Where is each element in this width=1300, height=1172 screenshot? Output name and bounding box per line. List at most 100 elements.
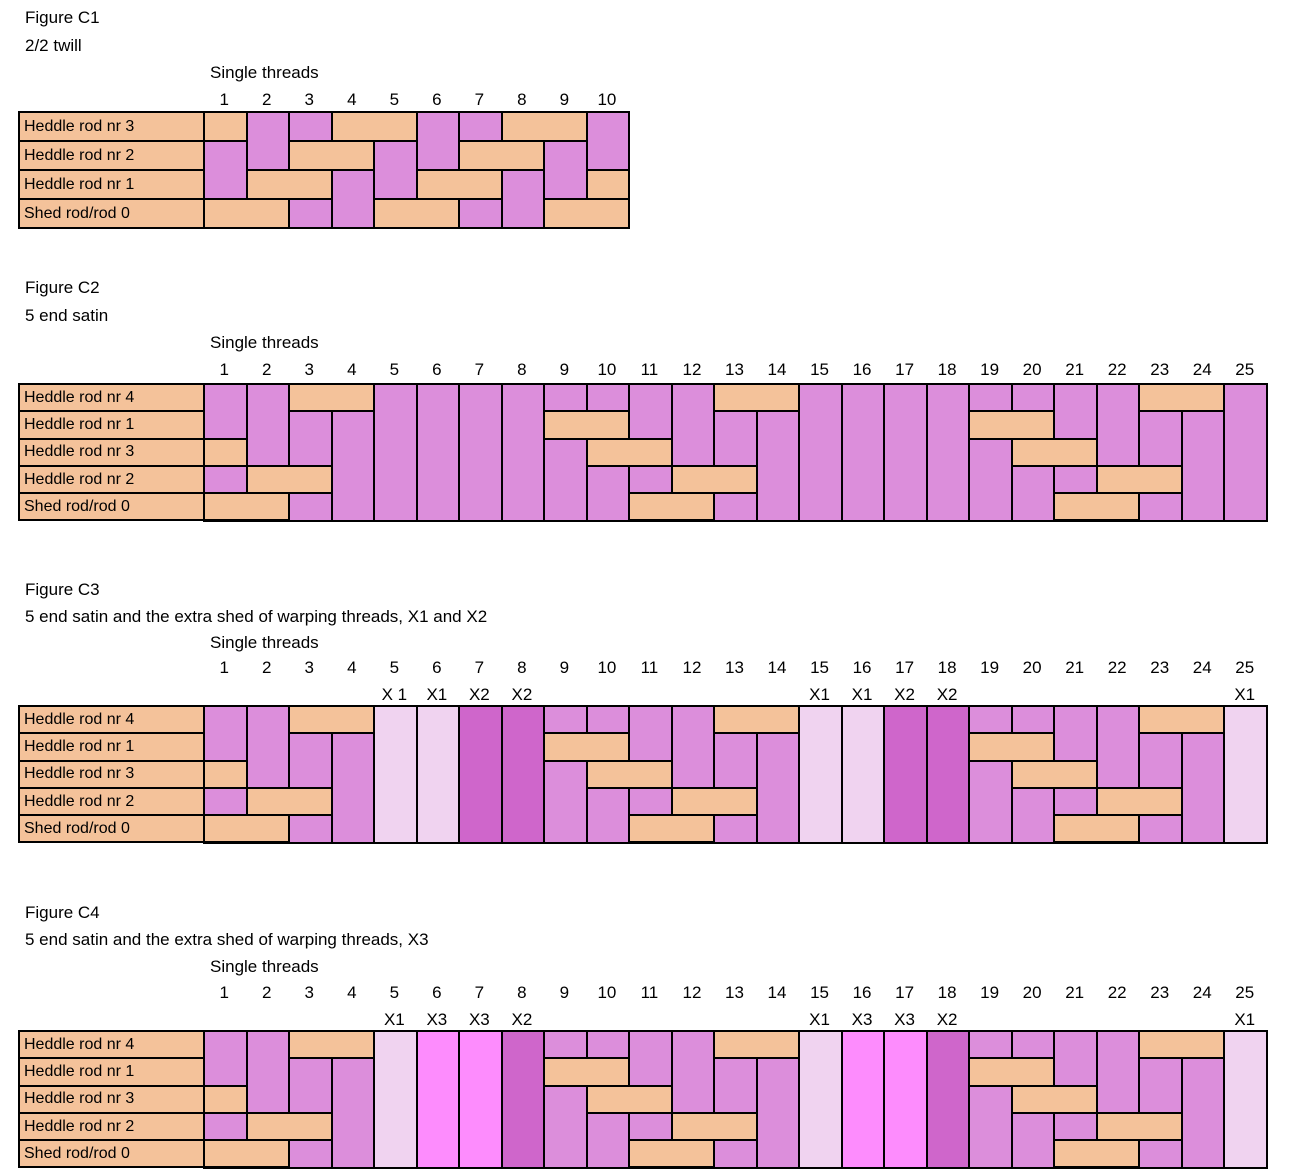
- thread-number: 19: [980, 360, 1000, 379]
- extra-shed-label: X2: [936, 1010, 958, 1029]
- thread-number: 7: [474, 90, 485, 109]
- skipped-threads-bar: [543, 1057, 631, 1087]
- skipped-threads-bar: [1095, 786, 1183, 817]
- skipped-threads-bar: [203, 1139, 291, 1169]
- thread-number: 12: [682, 983, 702, 1002]
- skipped-threads-bar: [245, 169, 333, 200]
- thread-number: 5: [389, 983, 400, 1002]
- thread-column: [543, 1030, 588, 1169]
- thread-number: 10: [597, 983, 617, 1002]
- rod-label: Heddle rod nr 4: [18, 705, 205, 735]
- thread-column: [1223, 1030, 1268, 1169]
- thread-column: [415, 1030, 461, 1169]
- thread-number: 5: [389, 658, 400, 677]
- thread-number: 13: [725, 360, 744, 379]
- skipped-threads-bar: [203, 111, 248, 142]
- thread-number: 3: [304, 360, 315, 379]
- skipped-threads-bar: [543, 198, 631, 229]
- skipped-threads-bar: [1053, 492, 1141, 522]
- skipped-threads-bar: [245, 1111, 333, 1142]
- single-threads-heading: Single threads: [210, 63, 319, 82]
- skipped-threads-bar: [968, 1057, 1056, 1087]
- thread-column: [883, 705, 928, 844]
- thread-number: 9: [559, 658, 570, 677]
- extra-shed-label: X2: [936, 685, 958, 704]
- thread-number: 15: [810, 658, 829, 677]
- skipped-threads-bar: [373, 198, 461, 229]
- thread-number: 8: [517, 983, 527, 1002]
- skipped-threads-bar: [1138, 383, 1226, 413]
- thread-number: 9: [559, 983, 570, 1002]
- thread-number: 7: [474, 360, 485, 379]
- rod-label: Heddle rod nr 1: [18, 1057, 205, 1087]
- rod-label: Shed rod/rod 0: [18, 198, 205, 229]
- thread-column: [543, 705, 588, 844]
- thread-number: 4: [347, 983, 357, 1002]
- thread-number: 3: [304, 983, 315, 1002]
- thread-column: [543, 383, 588, 522]
- skipped-threads-bar: [713, 705, 801, 735]
- thread-number: 2: [262, 983, 272, 1002]
- thread-number: 14: [767, 983, 787, 1002]
- thread-column: [925, 383, 971, 522]
- thread-number: 17: [895, 983, 915, 1002]
- extra-shed-label: X3: [894, 1010, 915, 1029]
- single-threads-heading: Single threads: [210, 957, 319, 976]
- extra-shed-label: X2: [511, 685, 533, 704]
- extra-shed-label: X2: [894, 685, 915, 704]
- figure-subtitle: 5 end satin and the extra shed of warpin…: [25, 607, 488, 626]
- thread-column: [373, 705, 418, 844]
- extra-shed-label: X1: [426, 685, 448, 704]
- skipped-threads-bar: [713, 1030, 801, 1060]
- skipped-threads-bar: [500, 111, 588, 142]
- skipped-threads-bar: [1053, 1139, 1141, 1169]
- extra-shed-label: X3: [426, 1010, 448, 1029]
- thread-number: 16: [852, 360, 872, 379]
- extra-shed-label: X 1: [381, 685, 408, 704]
- skipped-threads-bar: [1138, 1030, 1226, 1060]
- extra-shed-label: X1: [383, 1010, 405, 1029]
- figure-subtitle: 5 end satin and the extra shed of warpin…: [25, 930, 429, 949]
- thread-number: 6: [432, 658, 442, 677]
- skipped-threads-bar: [203, 759, 248, 789]
- rod-label: Heddle rod nr 1: [18, 410, 205, 440]
- rod-label: Shed rod/rod 0: [18, 492, 205, 522]
- thread-number: 21: [1065, 658, 1085, 677]
- skipped-threads-bar: [458, 140, 546, 171]
- skipped-threads-bar: [203, 492, 291, 522]
- rod-label: Shed rod/rod 0: [18, 1139, 205, 1169]
- rod-label: Heddle rod nr 2: [18, 786, 205, 817]
- extra-shed-label: X2: [511, 1010, 533, 1029]
- thread-number: 16: [852, 658, 872, 677]
- thread-column: [415, 705, 461, 844]
- thread-number: 7: [474, 658, 485, 677]
- rod-label: Heddle rod nr 3: [18, 111, 205, 142]
- figure-title: Figure C4: [25, 903, 100, 922]
- skipped-threads-bar: [670, 786, 758, 817]
- skipped-threads-bar: [288, 140, 376, 171]
- thread-number: 2: [262, 658, 272, 677]
- extra-shed-label: X1: [809, 1010, 830, 1029]
- thread-number: 12: [682, 360, 702, 379]
- rod-label: Heddle rod nr 3: [18, 437, 205, 467]
- thread-column: [840, 383, 886, 522]
- skipped-threads-bar: [203, 1084, 248, 1114]
- figure-subtitle: 5 end satin: [25, 306, 109, 325]
- thread-number: 22: [1107, 983, 1127, 1002]
- thread-column: [458, 705, 503, 844]
- thread-number: 24: [1192, 658, 1212, 677]
- thread-number: 1: [219, 360, 229, 379]
- thread-column: [458, 383, 503, 522]
- thread-number: 22: [1107, 658, 1127, 677]
- thread-number: 17: [895, 658, 915, 677]
- thread-column: [883, 383, 928, 522]
- figure-title: Figure C1: [25, 8, 100, 27]
- thread-column: [500, 705, 546, 844]
- skipped-threads-bar: [288, 1030, 376, 1060]
- thread-number: 4: [347, 658, 357, 677]
- extra-shed-label: X1: [1234, 1010, 1256, 1029]
- thread-number: 9: [559, 90, 570, 109]
- thread-number: 11: [640, 360, 659, 379]
- skipped-threads-bar: [628, 814, 716, 844]
- thread-number: 6: [432, 360, 442, 379]
